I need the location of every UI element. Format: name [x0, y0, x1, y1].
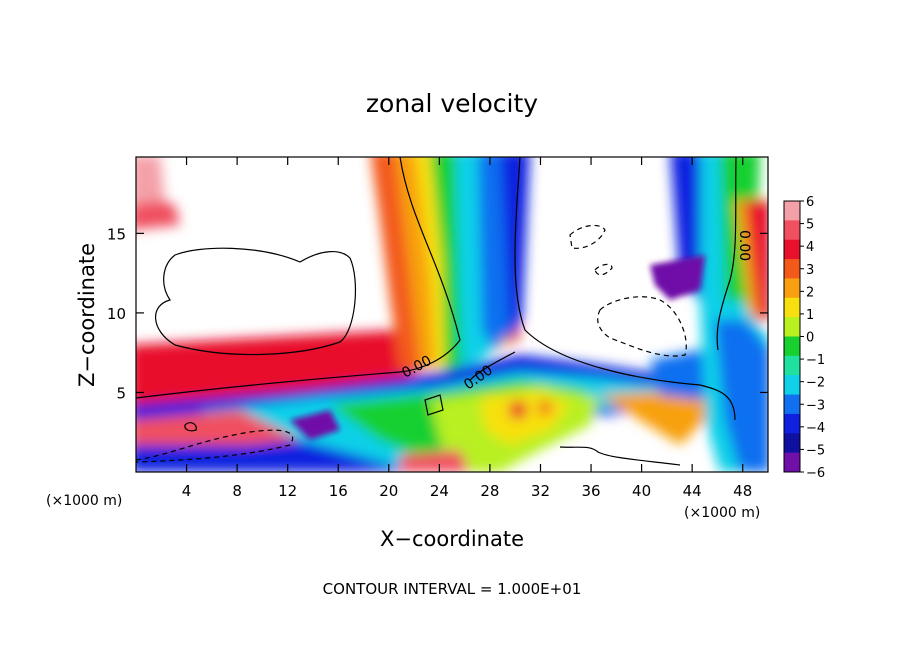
x-tick-label: 28 — [480, 482, 499, 500]
x-tick-label: 4 — [182, 482, 192, 500]
colorbar-label: 1 — [806, 308, 814, 323]
contour-label: 0.00 — [736, 230, 752, 261]
x-tick-label: 8 — [232, 482, 242, 500]
y-tick-label: 5 — [116, 384, 126, 402]
colorbar-swatch — [784, 317, 800, 337]
contour-interval-note: CONTOUR INTERVAL = 1.000E+01 — [323, 580, 582, 598]
colorbar-swatch — [784, 452, 800, 473]
colorbar-swatch — [784, 433, 800, 454]
colorbar-swatch — [784, 336, 800, 357]
colorbar-label: 3 — [806, 263, 814, 278]
x-tick-label: 20 — [379, 482, 398, 500]
y-axis-label: Z−coordinate — [75, 243, 99, 387]
colorbar-swatch — [784, 201, 800, 221]
colorbar-label: −3 — [806, 398, 825, 413]
colorbar-label: 4 — [806, 240, 814, 255]
x-tick-label: 16 — [329, 482, 348, 500]
colorbar: 6 5 4 3 2 1 0 −1 −2 −3 −4 −5 −6 — [783, 195, 825, 481]
colorbar-swatch — [784, 375, 800, 396]
contour-lines — [136, 157, 737, 466]
plot-frame — [135, 156, 769, 473]
chart-title: zonal velocity — [366, 89, 538, 118]
colorbar-label: −6 — [806, 466, 825, 481]
colorbar-swatch — [784, 278, 800, 299]
colorbar-swatch — [784, 259, 800, 279]
colorbar-label: 6 — [806, 195, 814, 210]
colorbar-label: −2 — [806, 376, 825, 391]
colorbar-swatch — [784, 355, 800, 376]
colorbar-swatch — [784, 297, 800, 318]
y-tick-label: 15 — [107, 225, 126, 243]
colorbar-swatch — [784, 239, 800, 260]
x-tick-label: 44 — [683, 482, 702, 500]
colorbar-label: 0 — [806, 331, 814, 346]
x-axis-label: X−coordinate — [380, 527, 524, 551]
colorbar-swatch — [784, 413, 800, 434]
colorbar-label: −4 — [806, 421, 825, 436]
x-tick-label: 48 — [733, 482, 752, 500]
x-unit-right: (×1000 m) — [684, 505, 760, 521]
colorbar-label: −5 — [806, 443, 825, 458]
x-unit-left: (×1000 m) — [46, 493, 122, 509]
colorbar-label: −1 — [806, 353, 825, 368]
y-tick-label: 10 — [107, 305, 126, 323]
colorbar-label: 5 — [806, 218, 814, 233]
x-tick-label: 24 — [430, 482, 449, 500]
colorbar-label: 2 — [806, 285, 814, 300]
x-tick-label: 40 — [632, 482, 651, 500]
colorbar-swatch — [784, 220, 800, 241]
x-tick-label: 32 — [531, 482, 550, 500]
x-tick-label: 12 — [278, 482, 297, 500]
x-tick-label: 36 — [581, 482, 600, 500]
colorbar-swatch — [784, 394, 800, 415]
